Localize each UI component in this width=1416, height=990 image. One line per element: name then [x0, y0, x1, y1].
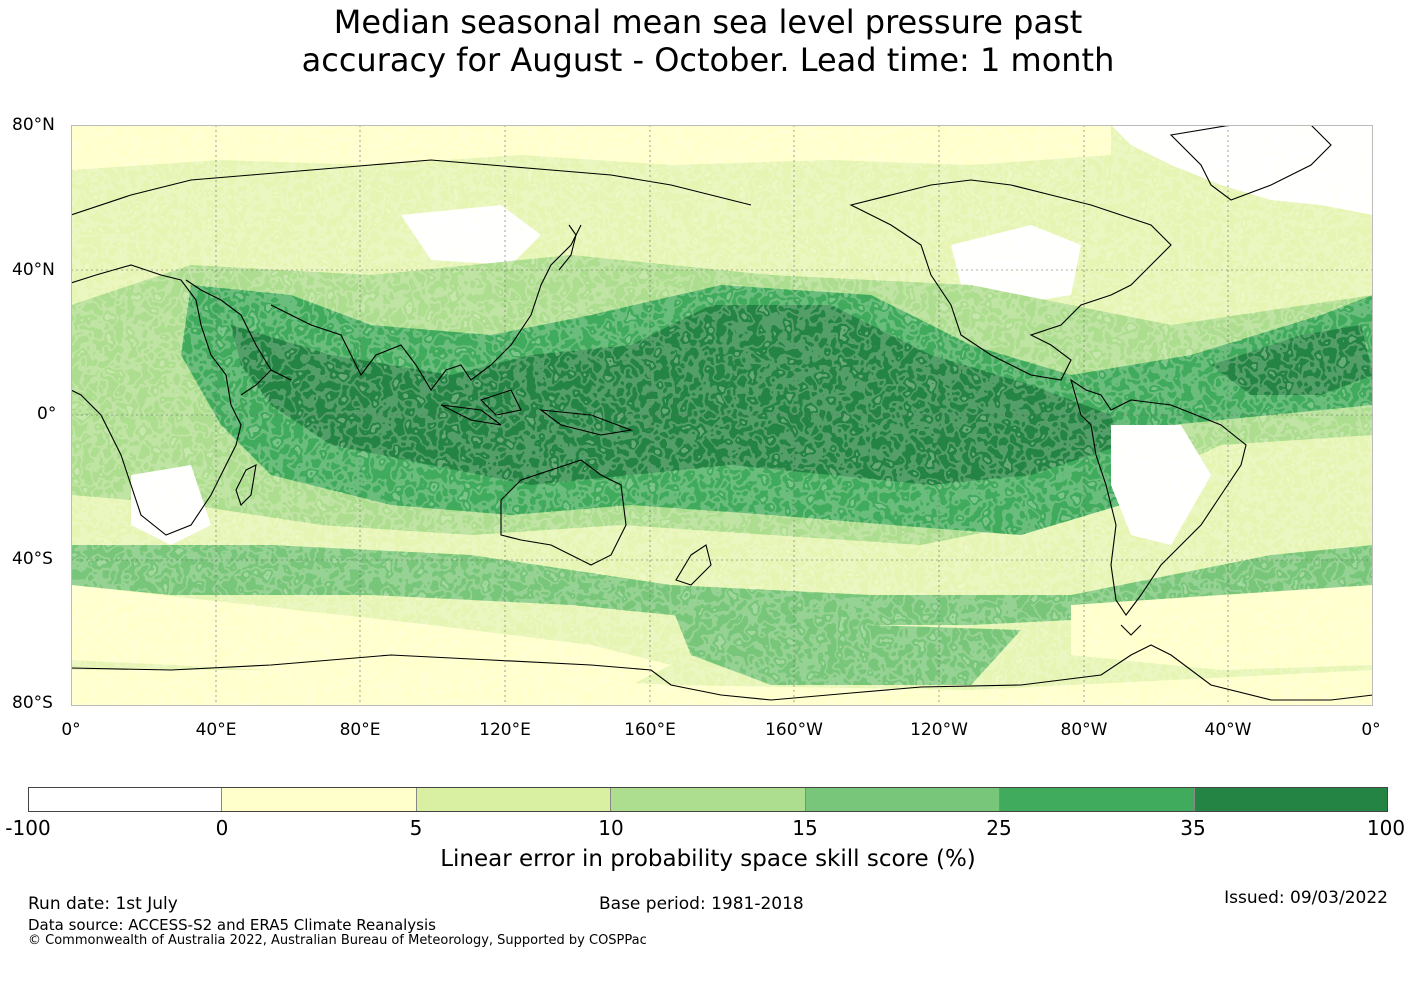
lon-label-80w: 80°W [1060, 720, 1108, 740]
colorbar-tick: 25 [986, 816, 1012, 840]
issued-date: Issued: 09/03/2022 [1224, 888, 1388, 908]
colorbar-tick: -100 [5, 816, 51, 840]
colorbar-segment [805, 787, 1001, 812]
graticule [71, 125, 1373, 706]
lat-label-80n: 80°N [12, 115, 55, 135]
copyright-notice: © Commonwealth of Australia 2022, Austra… [28, 933, 647, 948]
colorbar-tick: 10 [598, 816, 624, 840]
colorbar-segment [1194, 787, 1388, 812]
lon-label-120w: 120°W [910, 720, 968, 740]
lat-label-40s: 40°S [12, 549, 53, 569]
colorbar-segment [1000, 787, 1195, 812]
lat-label-equator: 0° [37, 404, 57, 424]
colorbar-tick: 15 [792, 816, 818, 840]
map-title-line-2: accuracy for August - October. Lead time… [301, 41, 1115, 79]
colorbar-tick: 100 [1366, 816, 1406, 840]
skill-score-map [71, 125, 1373, 706]
lon-label-160e: 160°E [624, 720, 676, 740]
lat-label-40n: 40°N [12, 260, 55, 280]
colorbar-segment [28, 787, 223, 812]
base-period: Base period: 1981-2018 [599, 894, 804, 914]
lon-label-0-right: 0° [1361, 720, 1381, 740]
lat-label-80s: 80°S [12, 693, 53, 713]
colorbar [28, 787, 1388, 812]
lon-label-40w: 40°W [1204, 720, 1252, 740]
lon-label-40e: 40°E [195, 720, 237, 740]
lon-label-160w: 160°W [765, 720, 823, 740]
colorbar-segment [611, 787, 806, 812]
map-title-line-1: Median seasonal mean sea level pressure … [333, 3, 1083, 41]
map-frame [71, 125, 1373, 706]
colorbar-frame [28, 787, 1388, 812]
data-source: Data source: ACCESS-S2 and ERA5 Climate … [28, 916, 436, 934]
colorbar-tick: 0 [215, 816, 229, 840]
skill-field-texture [71, 125, 1373, 706]
lon-label-120e: 120°E [479, 720, 531, 740]
run-date: Run date: 1st July [28, 894, 178, 914]
lon-label-80e: 80°E [339, 720, 381, 740]
lon-label-0-left: 0° [61, 720, 81, 740]
colorbar-tick: 5 [409, 816, 423, 840]
colorbar-segment [222, 787, 417, 812]
colorbar-segment [416, 787, 612, 812]
colorbar-label: Linear error in probability space skill … [440, 846, 976, 872]
colorbar-tick: 35 [1180, 816, 1206, 840]
coastlines [71, 125, 1373, 701]
